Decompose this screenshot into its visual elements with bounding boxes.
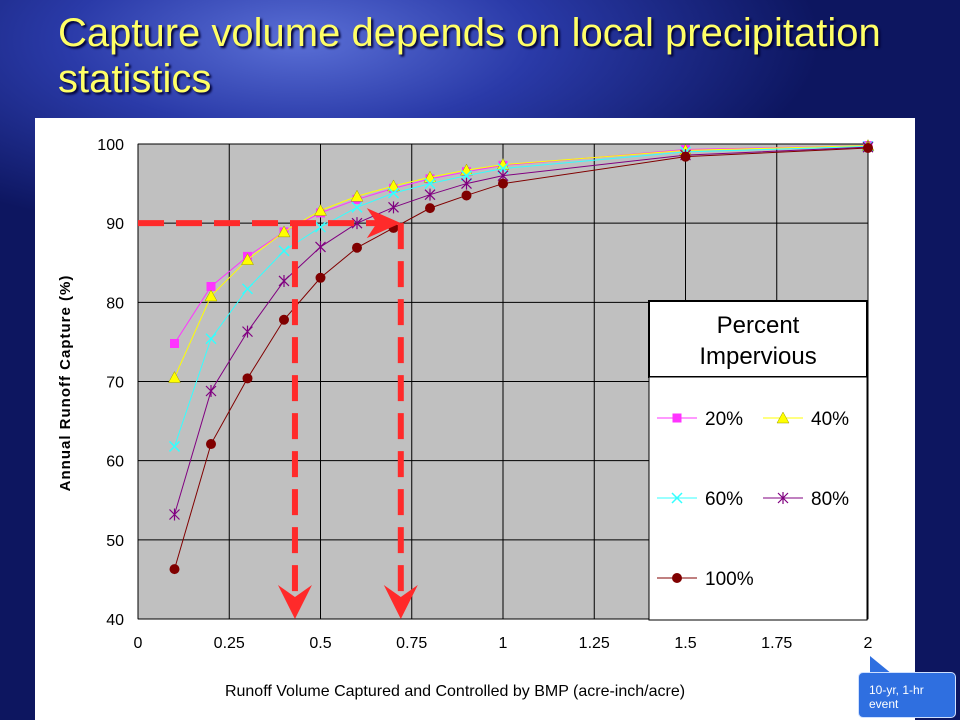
data-point: [206, 439, 216, 450]
data-point: [169, 564, 180, 575]
down-arrowhead: [383, 585, 418, 619]
x-tick-label: 0: [134, 635, 143, 652]
x-tick-label: 1: [499, 635, 508, 652]
series-line: [174, 145, 869, 378]
data-point: [278, 274, 290, 287]
data-point: [423, 170, 437, 183]
data-point: [315, 272, 326, 283]
data-point: [242, 325, 253, 338]
legend-item: 80%: [763, 489, 849, 510]
runoff-capture-chart: 40 50 60 70 80 90 100 0 0.25 0.5 0.75 1 1.25 1.5 1.75…: [57, 137, 875, 700]
series-line: [174, 147, 869, 570]
data-point: [169, 508, 180, 521]
data-point: [241, 253, 254, 265]
legend-title-box: [648, 300, 868, 378]
data-point: [460, 170, 473, 182]
data-point: [205, 385, 217, 397]
callout-text: 10-yr, 1-hr event: [869, 683, 924, 711]
down-arrowhead: [277, 585, 312, 619]
legend-label: 20%: [705, 409, 743, 430]
data-point: [205, 333, 217, 345]
legend-label: 40%: [811, 409, 849, 430]
data-point: [168, 440, 181, 452]
data-point: [350, 189, 364, 202]
data-point: [314, 203, 327, 216]
legend-item: 100%: [657, 569, 754, 590]
data-point: [387, 179, 400, 192]
data-point: [352, 242, 362, 253]
y-axis-label: Annual Runoff Capture (%): [57, 275, 74, 492]
data-point: [279, 314, 289, 325]
x-tick-label: 1.75: [761, 635, 792, 652]
y-tick-label: 40: [106, 612, 124, 629]
data-point: [168, 371, 181, 383]
legend: Percent Impervious 20% 40% 60% 80% 100%: [648, 300, 868, 621]
data-point: [425, 203, 435, 214]
data-point: [277, 225, 291, 238]
legend-swatch-marker: [776, 411, 790, 424]
legend-label: 60%: [705, 489, 743, 510]
data-point: [388, 201, 399, 214]
data-point: [863, 142, 873, 153]
x-tick-label: 1.5: [674, 635, 696, 652]
x-tick-label: 2: [864, 635, 873, 652]
data-point: [351, 201, 363, 213]
series-60pct: [168, 140, 874, 452]
legend-swatch-marker: [672, 413, 682, 423]
data-point: [461, 177, 472, 190]
data-point: [498, 178, 508, 189]
data-point: [680, 151, 691, 162]
series-line: [174, 145, 869, 447]
legend-swatch-marker: [777, 492, 789, 504]
data-point: [424, 188, 436, 201]
chart-panel: 40 50 60 70 80 90 100 0 0.25 0.5 0.75 1 1.25 1.5 1.75…: [35, 118, 915, 720]
legend-title-line-2: Impervious: [699, 343, 816, 370]
data-point: [241, 283, 254, 295]
legend-swatch-marker: [672, 573, 682, 583]
data-point: [278, 245, 290, 257]
x-axis-label: Runoff Volume Captured and Controlled by…: [225, 683, 685, 700]
x-tick-labels: 0 0.25 0.5 0.75 1 1.25 1.5 1.75 2: [134, 635, 873, 652]
event-callout: 10-yr, 1-hr event: [858, 672, 956, 718]
slide-title: Capture volume depends on local precipit…: [58, 11, 881, 101]
series-line: [174, 145, 869, 344]
x-tick-label: 0.75: [396, 635, 427, 652]
y-tick-label: 50: [106, 533, 124, 550]
y-tick-label: 60: [106, 454, 124, 471]
data-point: [315, 240, 326, 253]
data-point: [387, 187, 400, 199]
y-tick-label: 100: [97, 137, 124, 154]
data-point: [204, 289, 218, 302]
y-tick-labels: 40 50 60 70 80 90 100: [97, 137, 124, 629]
legend-items: 20% 40% 60% 80% 100%: [657, 409, 849, 590]
y-tick-label: 70: [106, 375, 124, 392]
legend-item: 60%: [657, 489, 743, 510]
data-point: [461, 190, 472, 201]
data-point: [206, 282, 216, 291]
legend-swatch-marker: [671, 492, 683, 504]
annotation-layer: [138, 208, 418, 619]
x-tick-label: 1.25: [579, 635, 610, 652]
data-point: [170, 339, 179, 348]
callout-pointer: [870, 656, 892, 674]
legend-label: 80%: [811, 489, 849, 510]
legend-item: 40%: [763, 409, 849, 430]
data-point: [424, 178, 436, 190]
data-point: [351, 217, 363, 230]
data-point: [314, 221, 327, 233]
y-tick-label: 80: [106, 295, 124, 312]
x-tick-label: 0.25: [214, 635, 245, 652]
right-arrowhead: [366, 208, 401, 239]
x-tick-label: 0.5: [309, 635, 331, 652]
legend-label: 100%: [705, 569, 754, 590]
legend-title-line-1: Percent: [717, 312, 800, 339]
data-point: [242, 373, 253, 384]
legend-item: 20%: [657, 409, 743, 430]
y-tick-label: 90: [106, 216, 124, 233]
